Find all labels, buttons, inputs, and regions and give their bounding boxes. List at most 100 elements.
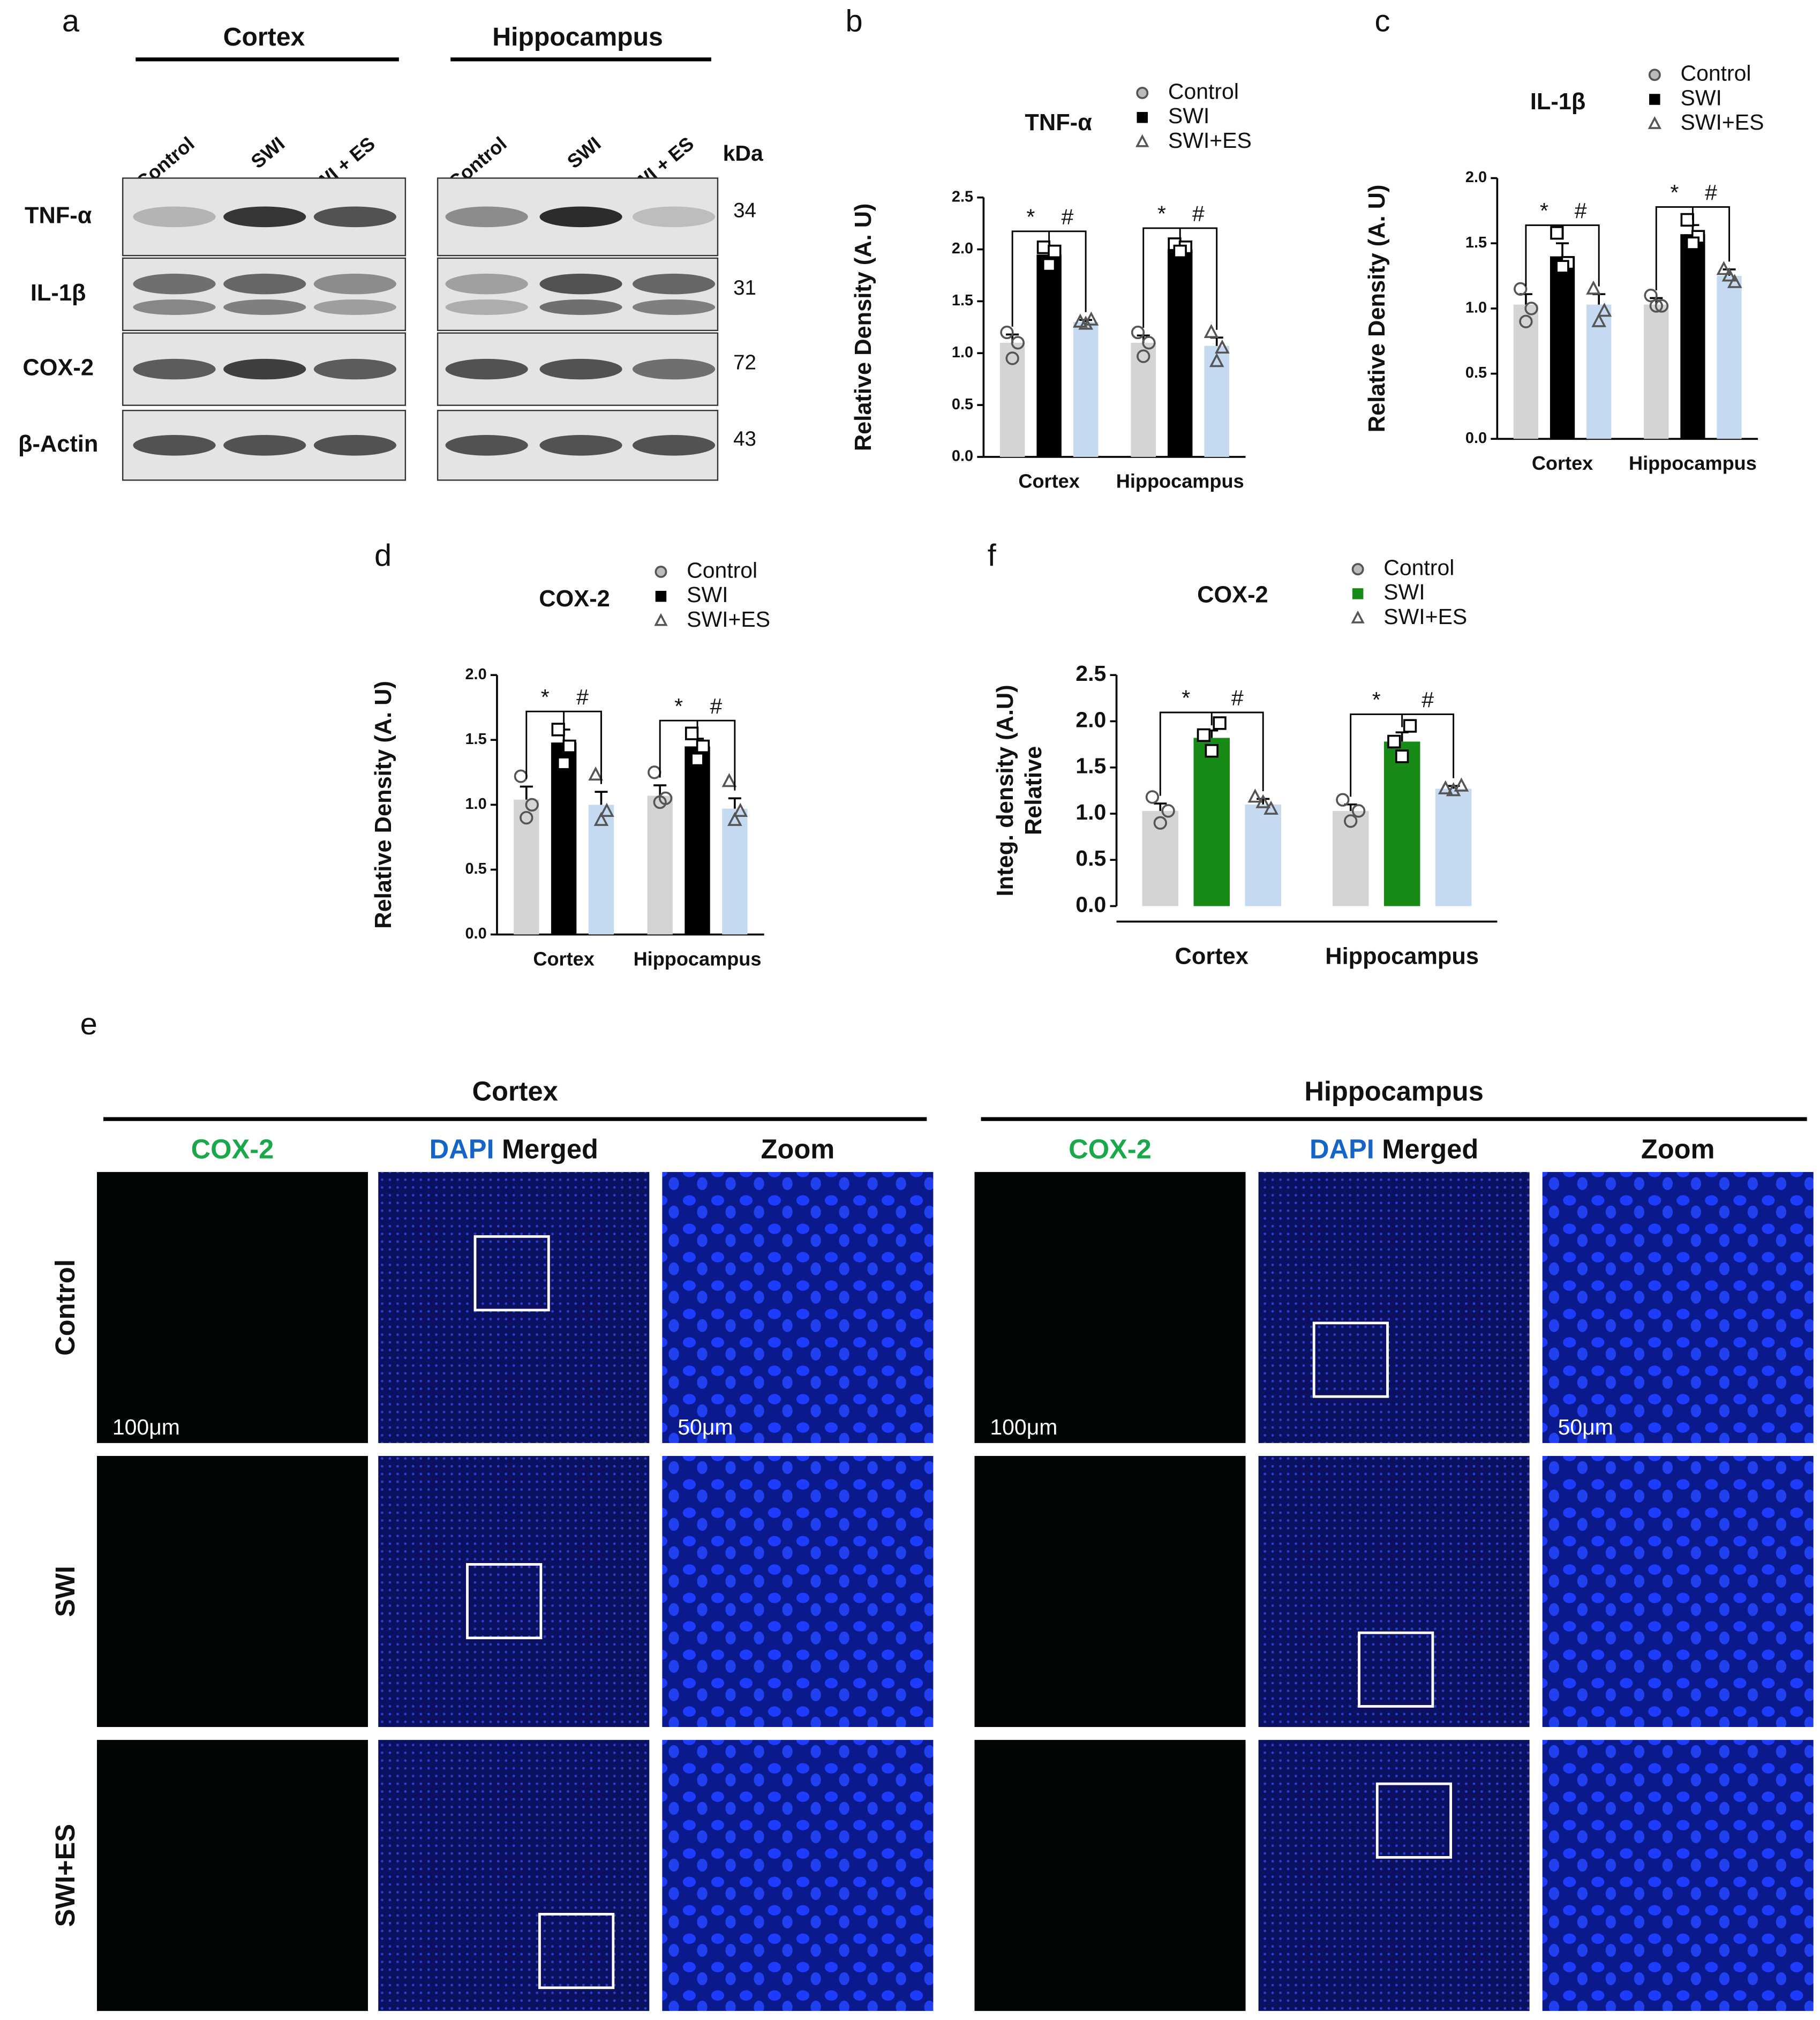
y-axis-label: Relative — [1021, 746, 1047, 835]
legend-label: Control — [1681, 61, 1751, 86]
data-point — [733, 802, 748, 817]
blot-band — [632, 299, 716, 315]
x-tick-label: Hippocampus — [634, 948, 762, 970]
column-header: COX-2 — [1069, 1134, 1152, 1165]
bar — [1073, 322, 1099, 457]
kda-label: 43 — [733, 427, 756, 450]
data-point — [1247, 789, 1263, 803]
error-bar — [1555, 242, 1569, 257]
blot-band — [632, 206, 716, 228]
data-point — [1721, 267, 1737, 282]
unit-label: kDa — [723, 141, 764, 166]
bar — [1036, 254, 1062, 457]
data-point — [593, 812, 609, 826]
data-point — [1042, 258, 1056, 272]
bar — [1550, 256, 1575, 439]
blot-band — [133, 435, 216, 456]
data-point — [1048, 244, 1062, 259]
data-point — [1153, 816, 1167, 830]
scale-bar-label: 50μm — [1558, 1415, 1613, 1439]
panel-letter: f — [988, 538, 997, 573]
scale-bar-label: 50μm — [678, 1415, 733, 1439]
y-tick-label: 1.0 — [1076, 800, 1106, 824]
data-point — [1519, 314, 1533, 328]
column-header: DAPI Merged — [1310, 1134, 1478, 1165]
data-point — [551, 723, 565, 737]
zoom-box — [466, 1563, 543, 1640]
x-tick-label: Cortex — [1018, 470, 1079, 492]
error-bar — [653, 784, 667, 796]
significance-label: * — [1182, 686, 1190, 710]
data-point — [1524, 302, 1538, 316]
legend-label: SWI+ES — [1681, 110, 1764, 134]
data-point — [1644, 288, 1658, 303]
y-tick-label: 2.0 — [1076, 707, 1106, 732]
data-point — [1131, 325, 1145, 340]
legend-marker — [1352, 588, 1364, 599]
data-point — [599, 802, 614, 817]
data-point — [1344, 814, 1358, 828]
region-title: Hippocampus — [1304, 1076, 1484, 1106]
region-title: Hippocampus — [492, 22, 663, 51]
bracket — [1159, 711, 1264, 796]
zoom-box — [1375, 1782, 1453, 1859]
data-point — [1011, 336, 1025, 350]
region-title: Cortex — [223, 22, 305, 51]
error-bar — [1154, 802, 1167, 811]
column-header: COX-2 — [191, 1134, 274, 1165]
row-label: TNF-α — [25, 202, 92, 228]
data-point — [1255, 794, 1271, 808]
legend-marker — [1135, 134, 1149, 147]
y-tick-label: 0.5 — [952, 396, 973, 413]
x-tick-label: Hippocampus — [1325, 943, 1479, 969]
data-point — [721, 772, 737, 787]
bracket — [1350, 713, 1455, 797]
data-point — [1680, 213, 1694, 227]
chart-title: COX-2 — [539, 586, 610, 612]
cox2-image — [96, 1740, 368, 2011]
blot-band — [223, 273, 306, 295]
data-point — [1137, 349, 1150, 363]
data-point — [1586, 280, 1601, 295]
x-tick-label: Hippocampus — [1116, 470, 1244, 492]
error-bar — [1079, 319, 1093, 322]
legend-marker — [655, 590, 667, 602]
row-label: SWI — [50, 1566, 80, 1617]
zoom-image — [1542, 1740, 1814, 2011]
bracket — [1142, 227, 1218, 330]
significance-label: # — [1061, 205, 1073, 229]
chart-title: TNF-α — [1025, 110, 1092, 136]
bar — [1644, 304, 1669, 439]
y-tick-label: 2.0 — [465, 666, 486, 683]
data-point — [1550, 226, 1564, 240]
panel-letter: d — [374, 538, 392, 573]
data-point — [556, 756, 571, 770]
y-tick-label: 1.5 — [1465, 234, 1487, 251]
panel-letter: e — [80, 1007, 97, 1041]
error-bar — [595, 791, 608, 805]
blot-band — [539, 299, 622, 315]
zoom-image — [662, 1740, 934, 2011]
kda-label: 31 — [733, 276, 756, 299]
bracket — [659, 719, 736, 791]
significance-label: * — [541, 685, 550, 709]
blot-band — [445, 273, 528, 295]
y-tick-label: 2.0 — [1465, 169, 1487, 186]
bar — [1167, 249, 1193, 457]
data-point — [1716, 261, 1732, 275]
y-tick-label: 0.5 — [465, 860, 486, 877]
bar — [1680, 234, 1705, 439]
blot-band — [445, 299, 528, 315]
data-point — [562, 739, 576, 754]
y-axis-label: Relative Density (A. U) — [851, 204, 876, 452]
blot-band — [445, 358, 528, 380]
data-point — [1446, 782, 1461, 797]
bar — [647, 795, 673, 935]
row-label: β-Actin — [18, 431, 98, 457]
region-title: Cortex — [472, 1076, 558, 1106]
significance-label: * — [1157, 201, 1166, 226]
x-tick-label: Cortex — [1532, 452, 1593, 474]
error-bar — [728, 797, 741, 809]
merged-image — [378, 1740, 650, 2011]
merged-image — [378, 1456, 650, 1728]
